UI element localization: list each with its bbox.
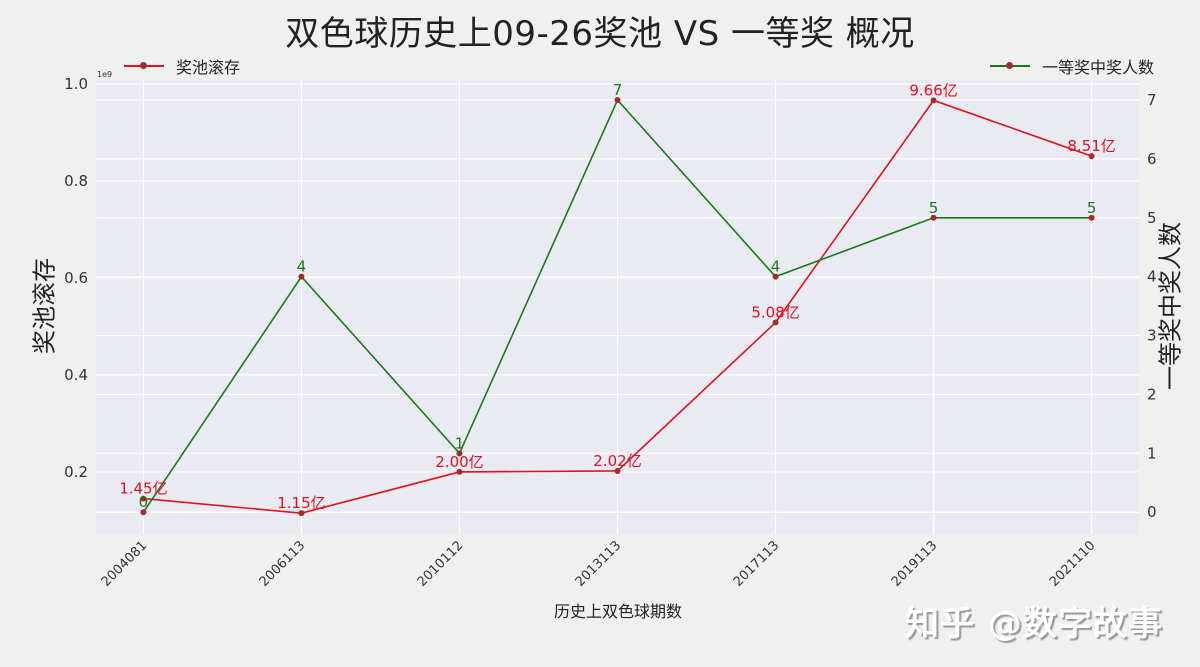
data-label: 1.45亿 [119,480,167,498]
data-point-marker [1088,153,1095,160]
data-label: 8.51亿 [1067,137,1115,155]
y-axis-right-label: 一等奖中奖人数 [1156,222,1185,390]
y-right-tick-label: 4 [1147,268,1157,286]
data-label: 5 [1087,199,1097,217]
data-point-marker [930,97,937,104]
y-left-tick-label: 0.2 [64,463,88,481]
data-point-marker [456,468,463,475]
data-label: 1.15亿 [277,494,325,512]
data-point-marker [614,467,621,474]
data-point-marker [140,509,147,516]
y-right-tick-label: 3 [1147,327,1157,345]
legend-winners: 一等奖中奖人数 [990,54,1154,78]
data-label: 5 [929,199,939,217]
x-tick-label: 2004081 [99,538,151,590]
x-tick-label: 2019113 [889,538,941,590]
data-point-marker [140,495,147,502]
chart-title: 双色球历史上09-26奖池 VS 一等奖 概况 [285,14,915,54]
y-right-tick-label: 6 [1147,150,1157,168]
x-tick-label: 2017113 [731,538,783,590]
y-right-tick-label: 1 [1147,444,1157,462]
x-axis-label: 历史上双色球期数 [553,602,683,621]
data-label: 7 [613,81,623,99]
data-label: 5.08亿 [751,304,799,322]
data-label: 4 [297,258,307,276]
data-point-marker [772,319,779,326]
x-tick-label: 2013113 [573,538,625,590]
y-left-tick-label: 0.4 [64,366,88,384]
data-point-marker [772,273,779,280]
x-tick-label: 2010112 [415,538,467,590]
data-point-marker [456,450,463,457]
y-right-tick-label: 5 [1147,209,1157,227]
data-label: 2.00亿 [435,453,483,471]
data-point-marker [298,273,305,280]
y-right-tick-label: 0 [1147,503,1157,521]
y-right-tick-label: 2 [1147,385,1157,403]
data-label: 2.02亿 [593,452,641,470]
y-axis-left-label: 奖池滚存 [30,258,59,354]
data-label: 0 [139,493,149,511]
y-axis-offset-text: 1e9 [97,70,113,79]
data-point-marker [930,214,937,221]
y-left-tick-label: 1.0 [64,75,88,93]
legend-label-winners: 一等奖中奖人数 [1042,58,1155,77]
data-point-marker [1088,214,1095,221]
data-label: 1 [455,434,465,452]
legend-label-jackpot: 奖池滚存 [176,58,241,77]
legend-jackpot: 奖池滚存 [124,54,240,78]
watermark: 知乎 @数字故事 [905,604,1163,644]
data-label: 9.66亿 [909,81,957,99]
data-point-marker [298,510,305,517]
data-point-marker [614,97,621,104]
y-left-tick-label: 0.6 [64,269,88,287]
x-tick-label: 2021110 [1047,538,1099,590]
legend-green-line-marker-icon [990,62,1030,69]
y-left-tick-label: 0.8 [64,172,88,190]
data-label: 4 [771,258,781,276]
y-right-tick-label: 7 [1147,91,1157,109]
legend-red-line-marker-icon [124,62,164,69]
x-tick-label: 2006113 [257,538,309,590]
